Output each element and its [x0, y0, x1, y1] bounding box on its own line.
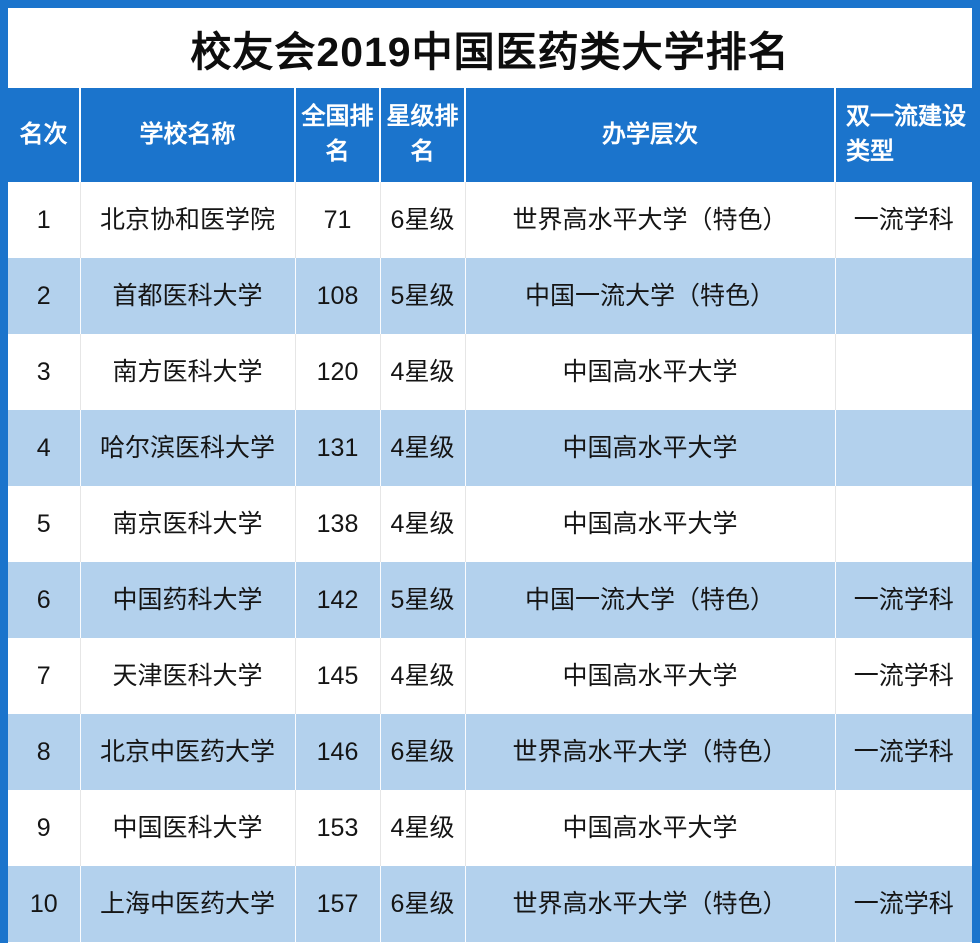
cell-star-rank: 4星级: [380, 486, 466, 562]
cell-school: 上海中医药大学: [80, 866, 296, 942]
cell-level: 中国高水平大学: [465, 334, 836, 410]
cell-national-rank: 131: [295, 410, 381, 486]
cell-double-first-class: [835, 258, 972, 334]
header-national-rank: 全国排名: [295, 88, 381, 182]
ranking-table: 名次 学校名称 全国排名 星级排名 办学层次 双一流建设类型 1 北京协和医学院…: [8, 88, 972, 942]
table-row: 10 上海中医药大学 157 6星级 世界高水平大学（特色） 一流学科: [8, 866, 972, 942]
cell-double-first-class: 一流学科: [835, 714, 972, 790]
cell-double-first-class: [835, 334, 972, 410]
cell-rank: 1: [8, 182, 81, 258]
cell-double-first-class: [835, 410, 972, 486]
cell-school: 天津医科大学: [80, 638, 296, 714]
cell-rank: 10: [8, 866, 81, 942]
cell-star-rank: 5星级: [380, 562, 466, 638]
header-row: 名次 学校名称 全国排名 星级排名 办学层次 双一流建设类型: [8, 88, 972, 182]
cell-star-rank: 5星级: [380, 258, 466, 334]
cell-star-rank: 6星级: [380, 866, 466, 942]
cell-national-rank: 146: [295, 714, 381, 790]
cell-level: 中国一流大学（特色）: [465, 562, 836, 638]
cell-level: 世界高水平大学（特色）: [465, 182, 836, 258]
cell-rank: 9: [8, 790, 81, 866]
header-level: 办学层次: [465, 88, 836, 182]
table-row: 8 北京中医药大学 146 6星级 世界高水平大学（特色） 一流学科: [8, 714, 972, 790]
cell-rank: 8: [8, 714, 81, 790]
cell-national-rank: 138: [295, 486, 381, 562]
cell-school: 哈尔滨医科大学: [80, 410, 296, 486]
cell-star-rank: 4星级: [380, 334, 466, 410]
cell-star-rank: 4星级: [380, 410, 466, 486]
table-row: 5 南京医科大学 138 4星级 中国高水平大学: [8, 486, 972, 562]
cell-school: 中国药科大学: [80, 562, 296, 638]
cell-double-first-class: 一流学科: [835, 182, 972, 258]
cell-national-rank: 71: [295, 182, 381, 258]
cell-double-first-class: [835, 486, 972, 562]
cell-level: 中国高水平大学: [465, 790, 836, 866]
cell-school: 北京协和医学院: [80, 182, 296, 258]
table-row: 6 中国药科大学 142 5星级 中国一流大学（特色） 一流学科: [8, 562, 972, 638]
cell-school: 南方医科大学: [80, 334, 296, 410]
cell-rank: 7: [8, 638, 81, 714]
cell-level: 中国高水平大学: [465, 410, 836, 486]
cell-double-first-class: 一流学科: [835, 562, 972, 638]
table-row: 3 南方医科大学 120 4星级 中国高水平大学: [8, 334, 972, 410]
cell-level: 世界高水平大学（特色）: [465, 714, 836, 790]
cell-national-rank: 142: [295, 562, 381, 638]
cell-double-first-class: 一流学科: [835, 866, 972, 942]
cell-national-rank: 145: [295, 638, 381, 714]
cell-star-rank: 4星级: [380, 638, 466, 714]
cell-level: 中国一流大学（特色）: [465, 258, 836, 334]
table-row: 1 北京协和医学院 71 6星级 世界高水平大学（特色） 一流学科: [8, 182, 972, 258]
cell-rank: 2: [8, 258, 81, 334]
table-row: 4 哈尔滨医科大学 131 4星级 中国高水平大学: [8, 410, 972, 486]
cell-rank: 6: [8, 562, 81, 638]
cell-level: 世界高水平大学（特色）: [465, 866, 836, 942]
cell-rank: 5: [8, 486, 81, 562]
cell-national-rank: 157: [295, 866, 381, 942]
cell-school: 南京医科大学: [80, 486, 296, 562]
cell-national-rank: 108: [295, 258, 381, 334]
cell-rank: 3: [8, 334, 81, 410]
cell-double-first-class: [835, 790, 972, 866]
cell-star-rank: 4星级: [380, 790, 466, 866]
table-row: 2 首都医科大学 108 5星级 中国一流大学（特色）: [8, 258, 972, 334]
page-title: 校友会2019中国医药类大学排名: [190, 29, 790, 75]
header-rank: 名次: [8, 88, 81, 182]
header-star-rank: 星级排名: [380, 88, 466, 182]
table-row: 7 天津医科大学 145 4星级 中国高水平大学 一流学科: [8, 638, 972, 714]
cell-level: 中国高水平大学: [465, 486, 836, 562]
cell-rank: 4: [8, 410, 81, 486]
cell-star-rank: 6星级: [380, 714, 466, 790]
cell-national-rank: 153: [295, 790, 381, 866]
header-school-name: 学校名称: [80, 88, 296, 182]
cell-school: 北京中医药大学: [80, 714, 296, 790]
cell-double-first-class: 一流学科: [835, 638, 972, 714]
title-bar: 校友会2019中国医药类大学排名: [8, 8, 972, 88]
header-double-first-class-type: 双一流建设类型: [835, 88, 972, 182]
cell-school: 首都医科大学: [80, 258, 296, 334]
table-row: 9 中国医科大学 153 4星级 中国高水平大学: [8, 790, 972, 866]
cell-national-rank: 120: [295, 334, 381, 410]
cell-school: 中国医科大学: [80, 790, 296, 866]
cell-level: 中国高水平大学: [465, 638, 836, 714]
cell-star-rank: 6星级: [380, 182, 466, 258]
